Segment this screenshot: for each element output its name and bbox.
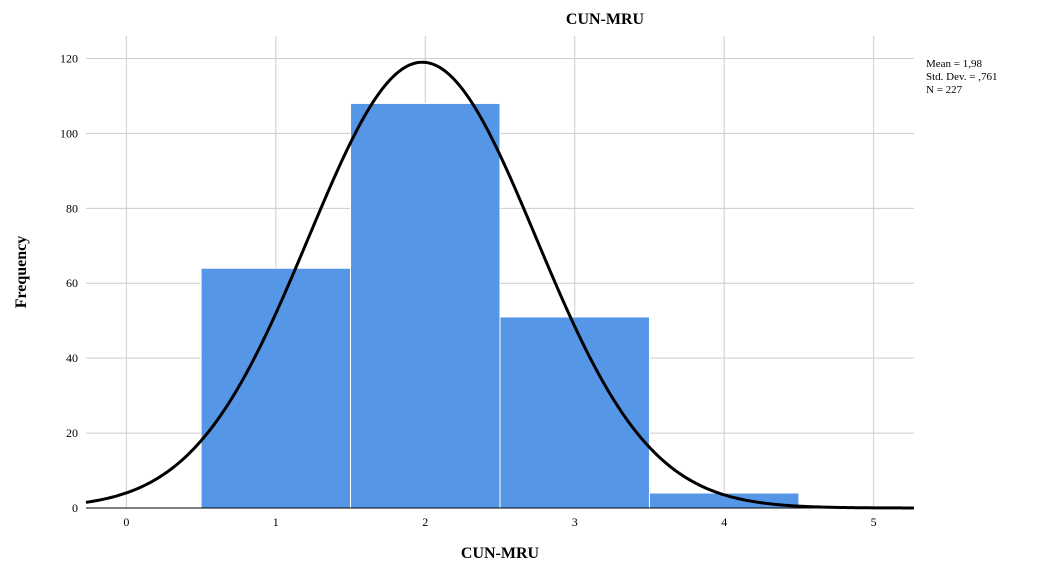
- x-tick-label-0: 0: [123, 515, 129, 529]
- x-tick-label-1: 1: [273, 515, 279, 529]
- x-axis-label: CUN-MRU: [461, 545, 540, 562]
- x-tick-label-3: 3: [572, 515, 578, 529]
- x-tick-label-4: 4: [721, 515, 727, 529]
- x-tick-label-5: 5: [871, 515, 877, 529]
- y-tick-label-20: 20: [66, 426, 78, 440]
- y-tick-label-60: 60: [66, 276, 78, 290]
- normal-curve: [85, 60, 914, 510]
- stats-std-dev: Std. Dev. = ,761: [926, 71, 998, 83]
- x-axis-ticks: 0 1 2 3 4 5: [123, 515, 876, 529]
- bar-2: [350, 102, 501, 509]
- y-axis-label: Frequency: [13, 236, 30, 309]
- y-tick-label-100: 100: [60, 126, 78, 140]
- chart-title: CUN-MRU: [566, 11, 645, 28]
- stats-n: N = 227: [926, 84, 963, 96]
- y-tick-label-0: 0: [72, 501, 78, 515]
- bar-1: [200, 267, 352, 509]
- y-axis-ticks: 0 20 40 60 80 100 120: [60, 51, 78, 515]
- y-tick-label-80: 80: [66, 201, 78, 215]
- bars-layer: [200, 102, 800, 509]
- stats-box: Mean = 1,98 Std. Dev. = ,761 N = 227: [926, 58, 998, 96]
- y-tick-label-40: 40: [66, 351, 78, 365]
- y-tick-label-120: 120: [60, 51, 78, 65]
- stats-mean: Mean = 1,98: [926, 58, 982, 70]
- bar-3: [499, 316, 650, 509]
- x-tick-label-2: 2: [422, 515, 428, 529]
